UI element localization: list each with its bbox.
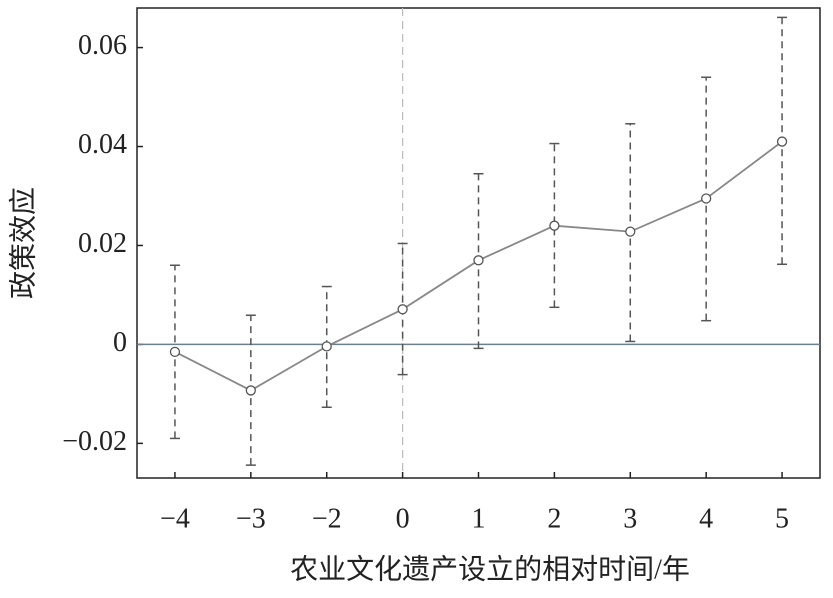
point — [776, 136, 788, 147]
x-tick-label: −2 — [312, 503, 342, 534]
y-tick-label: 0.06 — [78, 30, 127, 61]
point — [245, 385, 256, 396]
point — [549, 220, 560, 231]
x-tick-label: 5 — [775, 503, 789, 534]
point — [169, 346, 181, 357]
y-tick-label: 0.04 — [78, 129, 127, 160]
x-axis-label: 农业文化遗产设立的相对时间/年 — [290, 553, 690, 585]
x-tick-label: 0 — [396, 503, 410, 534]
x-tick-label: 4 — [699, 503, 713, 534]
x-tick-label: 1 — [472, 503, 486, 534]
plot-frame — [136, 7, 821, 479]
y-axis-label: 政策效应 — [7, 187, 39, 299]
x-tick-label: −3 — [236, 503, 266, 534]
point — [701, 193, 712, 204]
point — [473, 255, 484, 266]
x-tick-label: 2 — [547, 503, 561, 534]
point — [625, 226, 636, 237]
point — [321, 341, 332, 352]
y-tick-label: 0.02 — [78, 228, 127, 259]
y-tick-label: −0.02 — [62, 426, 127, 457]
point — [397, 304, 408, 315]
x-tick-label: −4 — [160, 503, 190, 534]
x-tick-label: 3 — [623, 503, 637, 534]
y-tick-label: 0 — [113, 327, 127, 358]
